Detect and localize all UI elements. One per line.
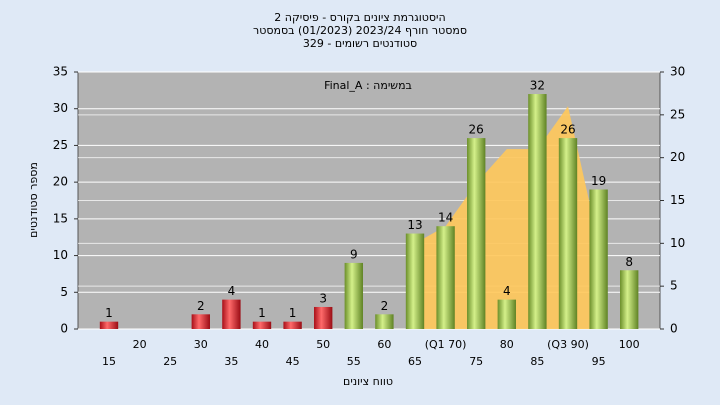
x-tick-label: 80 [500,338,514,351]
data-label: 9 [350,247,358,261]
y2-tick-label: 10 [670,236,685,250]
bar [620,270,639,329]
data-label: 2 [381,299,389,313]
data-label: 2 [197,299,205,313]
bar [436,226,455,329]
x-tick-label: 50 [316,338,330,351]
x-axis-label: טווח ציונים [343,375,393,388]
data-label: 8 [625,255,633,269]
bar [589,189,608,329]
y2-tick-label: 15 [670,193,685,207]
x-tick-label: (Q1 70) [425,338,467,351]
y2-tick-label: 0 [670,322,678,336]
x-tick-label: 25 [163,355,177,368]
x-tick-label: 45 [286,355,300,368]
x-tick-label: 65 [408,355,422,368]
bar [283,321,302,329]
x-tick-label: 55 [347,355,361,368]
x-tick-label: (Q3 90) [547,338,589,351]
bar [344,262,363,329]
y-tick-label: 20 [53,175,68,189]
y2-tick-label: 30 [670,65,685,79]
x-tick-label: 60 [377,338,391,351]
x-tick-label: 100 [619,338,640,351]
data-label: 26 [469,123,484,137]
bar [497,299,516,329]
data-label: 1 [105,306,113,320]
x-tick-label: 30 [194,338,208,351]
chart-subtitle: סטודנטים רשומים - 329 [303,37,417,50]
x-tick-label: 15 [102,355,116,368]
data-label: 1 [258,306,266,320]
x-tick-label: 75 [469,355,483,368]
chart-title: היסטוגרמת ציונים בקורס - פיסיקה 2 [274,11,445,24]
annotation: Final_A : במשימה [324,79,412,92]
y2-tick-label: 25 [670,107,685,121]
bar [222,299,241,329]
y-tick-label: 35 [53,65,68,79]
data-label: 4 [228,284,236,298]
data-label: 32 [530,79,545,93]
bar [375,314,394,329]
bar [558,138,578,329]
x-tick-label: 85 [530,355,544,368]
y-tick-label: 30 [53,101,68,115]
x-tick-label: 20 [133,338,147,351]
data-label: 4 [503,284,511,298]
y-tick-label: 15 [53,211,68,225]
data-label: 19 [591,174,606,188]
bar [467,138,486,329]
data-label: 1 [289,306,297,320]
y-tick-label: 0 [60,322,68,336]
x-tick-label: 35 [224,355,238,368]
y-tick-label: 25 [53,138,68,152]
bar [191,314,210,329]
bar [99,321,119,329]
area [415,106,599,330]
y2-tick-label: 5 [670,279,678,293]
bar [252,321,272,329]
x-tick-label: 40 [255,338,269,351]
y-axis-label: מספר סטודנטים [27,162,40,238]
y-tick-label: 5 [60,285,68,299]
bar [405,233,425,329]
bar [314,306,333,329]
chart-subtitle: סמסטר חורף 2023/24 (01/2023) בסמסטר [253,24,467,37]
data-label: 14 [438,211,453,225]
data-label: 3 [319,291,327,305]
x-tick-label: 95 [592,355,606,368]
data-label: 26 [560,123,575,137]
y-tick-label: 10 [53,248,68,262]
y2-tick-label: 20 [670,150,685,164]
data-label: 13 [407,218,422,232]
bar [528,94,547,330]
